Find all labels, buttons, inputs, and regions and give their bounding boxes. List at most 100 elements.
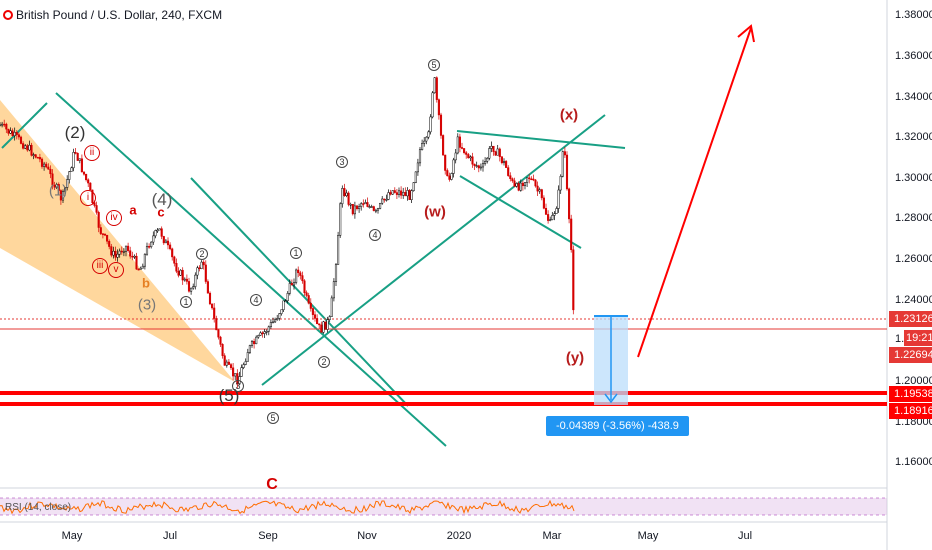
teal-line-3	[1, 102, 48, 149]
candle-body	[425, 136, 428, 142]
candle-body	[389, 192, 392, 195]
measure-label[interactable]: -0.04389 (-3.56%) -438.9	[546, 416, 689, 436]
candle-body	[162, 236, 165, 244]
candle-body	[290, 283, 293, 286]
roman-label-iii: iii	[92, 258, 108, 274]
wave-label-3: (3)	[137, 296, 157, 314]
candle-body	[175, 263, 178, 272]
symbol-title[interactable]: British Pound / U.S. Dollar, 240, FXCM	[3, 8, 222, 22]
rsi-indicator-label[interactable]: RSI (14, close)	[5, 502, 72, 513]
price-tick: 1.36000	[895, 50, 932, 62]
candle-body	[542, 197, 545, 209]
price-badge-support-1: 1.19538	[889, 386, 932, 402]
projection-arrow	[637, 27, 752, 358]
candle-body	[143, 253, 146, 267]
candle-body	[502, 161, 506, 164]
candle-body	[240, 367, 243, 377]
candle-body	[565, 154, 569, 190]
candle-body	[481, 163, 485, 168]
candle-body	[536, 185, 539, 192]
candle-body	[387, 192, 390, 200]
candle-body	[49, 168, 52, 175]
candle-body	[540, 189, 543, 199]
candle-body	[341, 188, 344, 205]
status-dot-icon	[3, 10, 13, 20]
candle-body	[131, 255, 134, 258]
candle-body	[313, 314, 317, 319]
time-tick: Jul	[737, 530, 753, 542]
time-tick: Nov	[357, 530, 377, 542]
candle-body	[421, 143, 424, 150]
candle-body	[469, 156, 472, 159]
teal-uptrend-line	[261, 114, 606, 386]
circled-wave-2: 2	[196, 248, 208, 260]
candle-body	[246, 352, 249, 362]
candle-body	[276, 318, 279, 321]
candle-body	[3, 123, 6, 126]
candle-body	[99, 227, 102, 234]
candle-body	[471, 156, 474, 165]
candle-body	[200, 261, 203, 269]
candle-body	[24, 145, 27, 149]
candle-body	[372, 206, 375, 211]
roman-label-ii: ii	[84, 145, 100, 161]
candle-body	[217, 329, 220, 338]
candle-body	[379, 203, 382, 209]
candle-body	[324, 321, 327, 330]
candle-body	[169, 244, 172, 250]
candle-body	[465, 152, 468, 155]
price-tick: 1.24000	[895, 294, 932, 306]
candle-body	[364, 202, 367, 205]
candle-body	[477, 165, 480, 169]
candle-body	[263, 331, 266, 334]
candle-body	[45, 163, 48, 168]
candle-body	[412, 182, 415, 191]
wave-label-w: (w)	[424, 203, 446, 221]
candle-body	[297, 269, 300, 274]
candle-body	[492, 145, 495, 152]
candle-body	[320, 324, 323, 333]
candle-body	[145, 246, 149, 255]
candle-body	[114, 250, 117, 258]
price-candles	[0, 76, 575, 388]
candle-body	[553, 213, 556, 216]
price-badge-last: 1.23126	[889, 311, 932, 327]
candle-body	[295, 269, 298, 283]
candle-body	[74, 152, 77, 154]
candle-body	[257, 335, 260, 338]
candle-body	[439, 114, 443, 136]
candle-body	[418, 149, 422, 164]
candle-body	[89, 182, 92, 191]
candle-body	[120, 250, 123, 253]
candle-body	[559, 175, 562, 191]
candle-body	[215, 318, 218, 331]
roman-label-iv: iv	[106, 210, 122, 226]
candle-body	[85, 173, 88, 181]
candle-body	[494, 151, 497, 156]
candle-body	[173, 256, 176, 264]
candle-body	[5, 123, 8, 130]
circled-wave-3: 3	[232, 380, 244, 392]
candle-body	[406, 190, 409, 197]
roman-label-i: i	[80, 190, 96, 206]
wave-label-big-c: C	[266, 476, 278, 493]
candle-body	[328, 316, 331, 320]
candle-body	[259, 332, 262, 336]
candle-body	[288, 283, 291, 294]
candle-body	[523, 182, 527, 187]
circled-wave-3b: 3	[336, 156, 348, 168]
rsi-band	[0, 498, 887, 515]
circled-wave-4: 4	[369, 229, 381, 241]
candle-body	[511, 178, 514, 182]
candle-body	[68, 171, 71, 180]
candle-body	[463, 148, 466, 153]
candle-body	[526, 177, 529, 183]
candle-body	[475, 165, 478, 167]
circled-wave-4b: 4	[250, 294, 262, 306]
candle-body	[66, 179, 69, 188]
time-tick: May	[637, 530, 659, 542]
price-tick: 1.34000	[895, 91, 932, 103]
candle-body	[28, 144, 31, 151]
candle-body	[57, 184, 60, 191]
